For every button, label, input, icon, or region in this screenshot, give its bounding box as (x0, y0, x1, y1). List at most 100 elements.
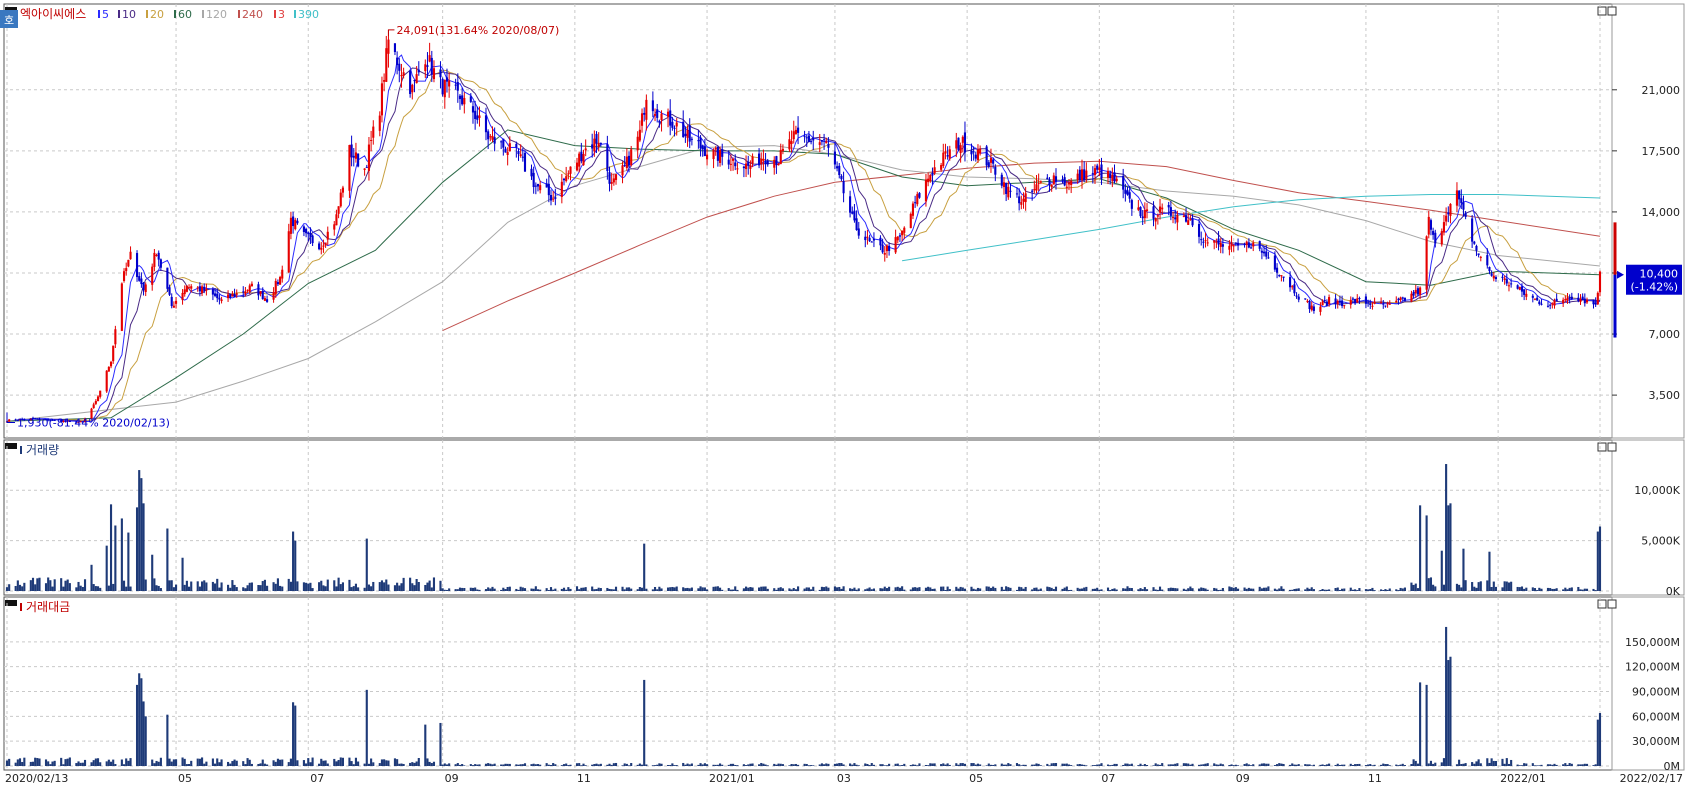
volume-bar (1289, 589, 1292, 591)
volume-bar (1490, 587, 1493, 591)
candle (883, 252, 886, 255)
volume-bar (1369, 589, 1372, 591)
volume-bar (575, 586, 579, 591)
amount-bar (1219, 763, 1222, 766)
volume-bar (593, 589, 596, 591)
amount-bar (242, 761, 245, 766)
panel-menu-icon[interactable] (5, 443, 17, 449)
amount-bar (318, 763, 321, 766)
candle (506, 152, 509, 156)
volume-bar (1076, 587, 1079, 591)
amount-bar (1122, 764, 1125, 766)
amount-bar (500, 764, 503, 766)
volume-bar (211, 581, 214, 591)
candle (439, 69, 442, 78)
volume-bar (1380, 589, 1383, 591)
volume-bar (653, 586, 657, 591)
amount-bar (83, 759, 87, 766)
volume-bar (924, 587, 928, 591)
candle (1553, 300, 1556, 306)
candle (1258, 241, 1261, 249)
candle (205, 288, 208, 291)
amount-bar (1236, 765, 1240, 766)
candle (1419, 287, 1422, 295)
amount-bar (1184, 763, 1188, 766)
candle (135, 253, 139, 278)
volume-bar (857, 588, 860, 591)
panel-menu-icon[interactable] (5, 600, 17, 606)
candle (1477, 253, 1480, 255)
volume-bar (1152, 587, 1155, 591)
amount-bar (1054, 763, 1058, 766)
amount-bar (461, 764, 464, 766)
panel-restore-button[interactable] (1597, 6, 1607, 16)
candle (281, 269, 284, 279)
candle (519, 154, 522, 157)
candle (38, 418, 41, 420)
amount-bar (1429, 760, 1433, 766)
amount-bar (5, 760, 9, 766)
amount-bar (779, 763, 782, 766)
amount-bar (1581, 764, 1584, 766)
volume-bar (168, 580, 171, 591)
candle (378, 115, 381, 131)
panel-close-button[interactable] (1607, 6, 1617, 16)
volume-bar (612, 589, 615, 591)
volume-bar (458, 587, 462, 591)
volume-bar (1009, 587, 1012, 591)
amount-bar (686, 763, 689, 766)
panel-restore-button[interactable] (1597, 599, 1607, 609)
candle (1009, 190, 1012, 192)
volume-bar (60, 578, 63, 591)
panel-close-button[interactable] (1607, 599, 1617, 609)
volume-bar (1566, 589, 1569, 591)
candle (62, 420, 65, 422)
legend-swatch (238, 10, 240, 18)
panel-close-button[interactable] (1607, 442, 1617, 452)
panel-restore-button[interactable] (1597, 442, 1607, 452)
candle (235, 293, 238, 295)
corner-mark-box[interactable] (0, 10, 18, 28)
candle (231, 294, 234, 297)
amount-bar (1367, 764, 1370, 766)
candle (1592, 300, 1595, 305)
amount-bar (1002, 764, 1006, 766)
amount-bar (1458, 759, 1461, 766)
candle (599, 142, 602, 145)
amount-bar (992, 764, 995, 766)
amount-bar (536, 764, 540, 766)
volume-bar (214, 583, 217, 591)
amount-bar (1258, 764, 1261, 766)
amount-bar (690, 763, 693, 766)
candle (339, 192, 342, 207)
candle (970, 150, 973, 155)
amount-bar (231, 761, 234, 766)
amount-bar (1304, 764, 1307, 766)
high-marker (387, 29, 395, 36)
volume-bar (825, 586, 828, 591)
volume-bar (1308, 588, 1311, 591)
amount-bar (627, 765, 631, 766)
volume-bar (23, 582, 26, 591)
amount-bar (1566, 764, 1569, 766)
volume-bar (34, 584, 37, 591)
amount-bar (1154, 763, 1157, 766)
candle (1447, 212, 1450, 215)
candle (1412, 291, 1415, 296)
amount-bar (933, 763, 936, 766)
amount-bar (979, 764, 982, 766)
volume-bar (539, 589, 542, 591)
volume-bar (107, 585, 110, 591)
volume-bar (1349, 587, 1352, 591)
volume-bar (749, 587, 752, 591)
amount-bar (593, 764, 596, 766)
volume-bar (426, 582, 429, 591)
volume-bar (812, 586, 815, 591)
amount-bar (1596, 719, 1599, 766)
candle (289, 217, 292, 234)
volume-bar (155, 585, 158, 591)
amount-bar (1273, 765, 1276, 766)
candle (1052, 175, 1055, 185)
amount-bar (402, 763, 405, 766)
